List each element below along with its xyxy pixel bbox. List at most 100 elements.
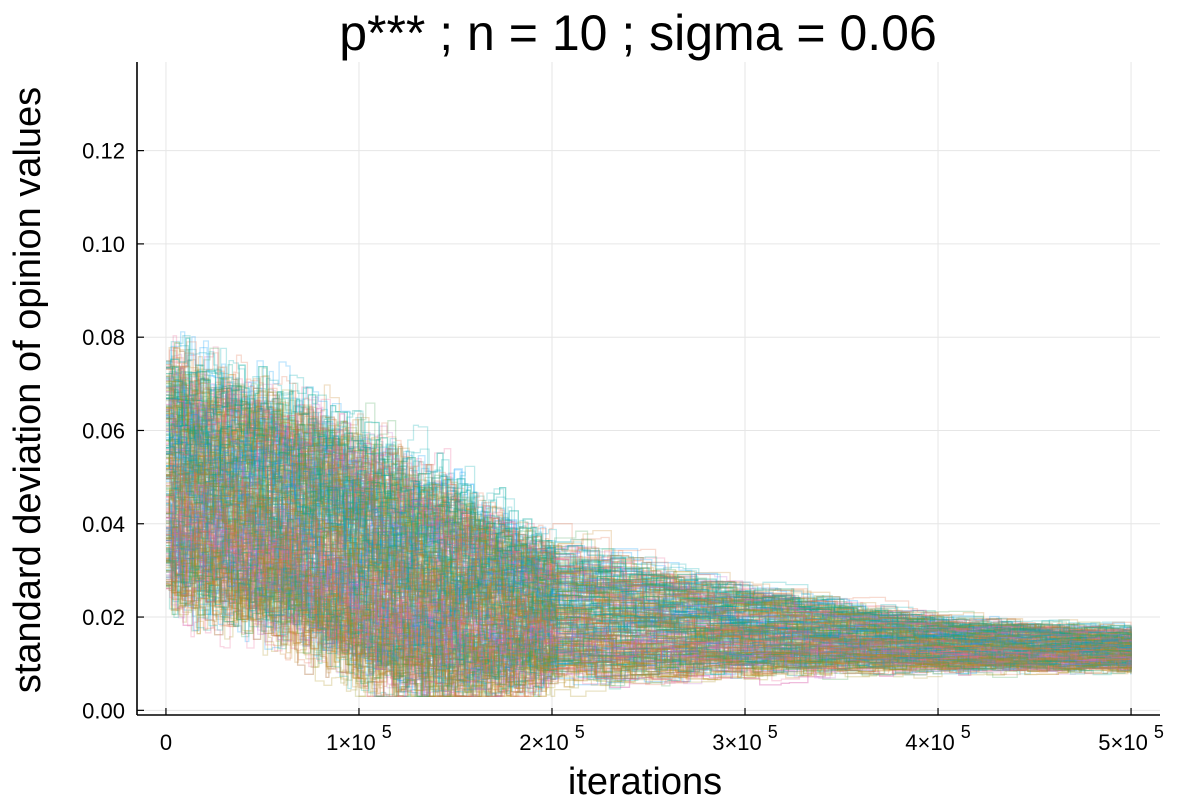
series-line bbox=[166, 557, 1132, 697]
series-line bbox=[166, 388, 1132, 640]
series-line bbox=[166, 498, 1132, 663]
series-line bbox=[166, 382, 1132, 644]
x-tick-label-exponent: 5 bbox=[1154, 722, 1164, 742]
series-line bbox=[166, 367, 1132, 634]
series-line bbox=[166, 444, 1132, 651]
series-line bbox=[166, 495, 1132, 679]
series-line bbox=[166, 496, 1132, 674]
series-line bbox=[166, 424, 1132, 647]
series-line bbox=[166, 567, 1132, 697]
series-line bbox=[166, 366, 1132, 634]
series-line bbox=[166, 573, 1132, 697]
series-line bbox=[166, 365, 1132, 635]
series-line bbox=[166, 509, 1132, 667]
y-tick-label: 0.02 bbox=[82, 605, 125, 630]
series-line bbox=[166, 474, 1132, 655]
series-line bbox=[166, 365, 1132, 636]
series-line bbox=[166, 402, 1131, 647]
series-line bbox=[166, 428, 1132, 649]
series-line bbox=[166, 448, 1132, 650]
series-line bbox=[166, 454, 1132, 657]
series-line bbox=[166, 482, 1132, 658]
series-line bbox=[166, 466, 1132, 655]
series-line bbox=[166, 492, 1132, 663]
series-line bbox=[166, 425, 1132, 652]
series-line bbox=[166, 470, 1132, 656]
series-line bbox=[166, 521, 1132, 692]
series-line bbox=[166, 474, 1132, 661]
series-line bbox=[166, 498, 1132, 663]
series-line bbox=[166, 341, 1132, 639]
series-line bbox=[166, 389, 1132, 639]
series-line bbox=[166, 398, 1132, 640]
series-line bbox=[166, 429, 1132, 654]
x-tick-label-base: 3×10 bbox=[712, 730, 762, 755]
series-line bbox=[166, 465, 1132, 654]
series-line bbox=[166, 562, 1132, 697]
series-line bbox=[166, 466, 1132, 655]
series-line bbox=[166, 506, 1132, 682]
series-line bbox=[166, 544, 1132, 693]
x-tick-label: 0 bbox=[160, 730, 172, 755]
x-tick-label: 5×10 5 bbox=[1098, 722, 1164, 755]
series-line bbox=[166, 401, 1132, 647]
series-line bbox=[166, 398, 1132, 641]
series-line bbox=[166, 530, 1132, 697]
series-line bbox=[166, 551, 1132, 676]
series-line bbox=[166, 401, 1132, 645]
series-line bbox=[166, 414, 1132, 646]
series-line bbox=[166, 507, 1132, 668]
series-line bbox=[166, 361, 1132, 638]
series-line bbox=[166, 366, 1132, 634]
series-line bbox=[166, 459, 1132, 655]
series-line bbox=[166, 389, 1132, 647]
series-line bbox=[166, 500, 1132, 658]
series-line bbox=[166, 486, 1132, 662]
series-line bbox=[166, 507, 1132, 668]
series-line bbox=[166, 520, 1132, 679]
series-line bbox=[166, 416, 1132, 646]
x-tick-label-exponent: 5 bbox=[575, 722, 585, 742]
series-line bbox=[166, 365, 1132, 636]
series-line bbox=[166, 463, 1132, 657]
series-line bbox=[166, 564, 1132, 697]
series-line bbox=[166, 521, 1132, 697]
series-line bbox=[166, 526, 1132, 663]
series-line bbox=[166, 470, 1132, 653]
series-line bbox=[166, 458, 1132, 654]
series-line bbox=[166, 372, 1132, 644]
series-line bbox=[166, 501, 1132, 660]
x-tick-label-exponent: 5 bbox=[382, 722, 392, 742]
series-line bbox=[166, 518, 1132, 660]
series-line bbox=[166, 476, 1132, 656]
series-line bbox=[166, 478, 1132, 657]
series-line bbox=[166, 479, 1132, 664]
series-line bbox=[166, 422, 1132, 655]
series-line bbox=[166, 347, 1132, 636]
series-line bbox=[166, 377, 1132, 639]
series-line bbox=[166, 447, 1132, 654]
series-line bbox=[166, 525, 1132, 697]
ticks: 0.000.020.040.060.080.100.120 1×10 5 2×10 5 3… bbox=[82, 139, 1164, 755]
series-line bbox=[166, 406, 1131, 645]
series-line bbox=[166, 478, 1132, 660]
series-line bbox=[166, 551, 1132, 682]
series-line bbox=[166, 486, 1132, 674]
series-line bbox=[166, 510, 1131, 687]
series-line bbox=[166, 407, 1132, 642]
series-line bbox=[166, 454, 1132, 649]
series-line bbox=[166, 331, 1132, 638]
series-line bbox=[166, 444, 1132, 651]
series-line bbox=[166, 335, 1132, 634]
series-line bbox=[166, 564, 1132, 693]
series-line bbox=[166, 400, 1132, 645]
series-line bbox=[166, 386, 1132, 636]
y-tick-label: 0.12 bbox=[82, 139, 125, 164]
series-line bbox=[166, 528, 1132, 696]
series-line bbox=[166, 373, 1132, 634]
series-line bbox=[166, 347, 1132, 637]
series-line bbox=[166, 356, 1132, 634]
series-line bbox=[166, 424, 1132, 649]
series-line bbox=[166, 557, 1132, 679]
